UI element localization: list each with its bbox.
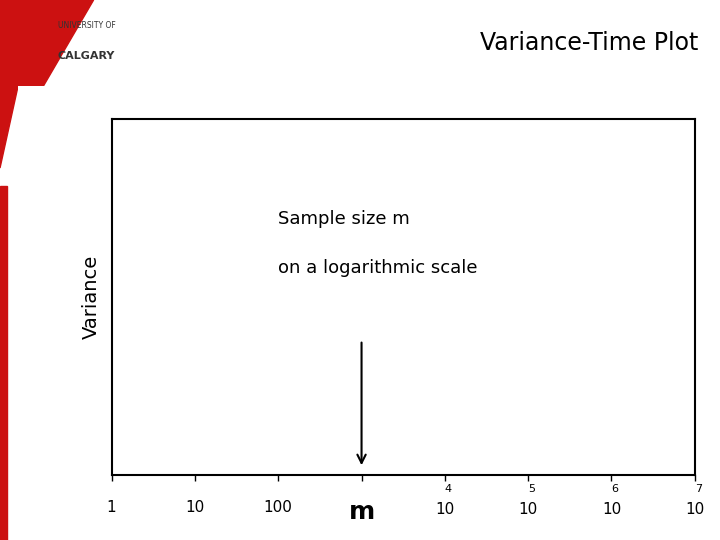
Polygon shape xyxy=(0,0,94,86)
Text: Variance-Time Plot: Variance-Time Plot xyxy=(480,31,698,55)
Text: 10: 10 xyxy=(185,500,204,515)
Text: m: m xyxy=(348,500,374,524)
Polygon shape xyxy=(0,86,18,168)
Text: on a logarithmic scale: on a logarithmic scale xyxy=(278,260,478,278)
Text: 10: 10 xyxy=(435,502,454,517)
Text: 10: 10 xyxy=(602,502,621,517)
Y-axis label: Variance: Variance xyxy=(81,255,101,339)
Text: Sample size m: Sample size m xyxy=(278,210,410,227)
Text: 6: 6 xyxy=(611,484,618,494)
Text: 1: 1 xyxy=(107,500,117,515)
Text: 100: 100 xyxy=(264,500,292,515)
Text: 5: 5 xyxy=(528,484,535,494)
Text: CALGARY: CALGARY xyxy=(58,51,115,61)
Text: 10: 10 xyxy=(518,502,538,517)
Text: 7: 7 xyxy=(695,484,702,494)
Bar xyxy=(0,186,7,540)
Text: UNIVERSITY OF: UNIVERSITY OF xyxy=(58,22,115,30)
Text: 4: 4 xyxy=(445,484,452,494)
Text: 10: 10 xyxy=(685,502,704,517)
